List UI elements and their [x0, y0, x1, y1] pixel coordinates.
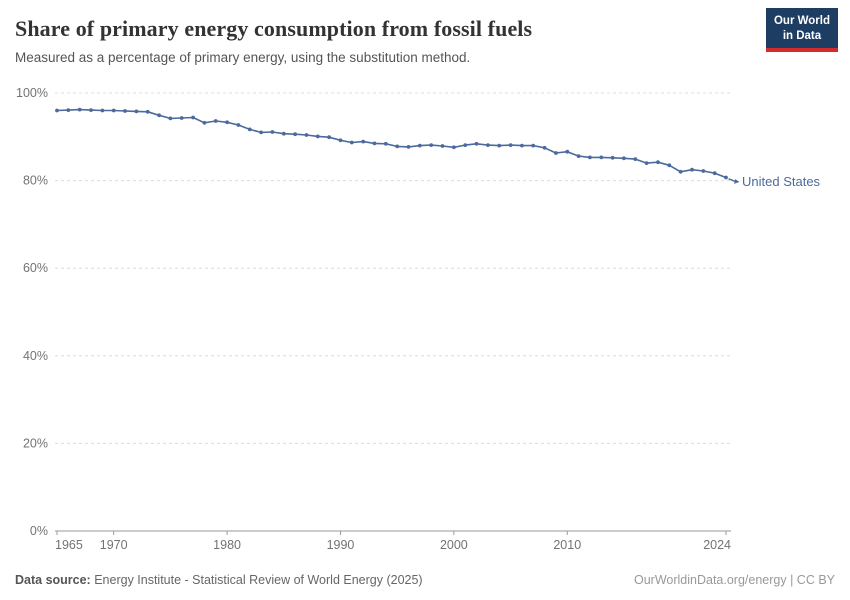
- data-point: [542, 145, 547, 150]
- data-point: [315, 134, 320, 139]
- data-point: [633, 157, 638, 161]
- data-point: [304, 133, 309, 137]
- data-point: [293, 132, 297, 137]
- data-point: [531, 143, 536, 148]
- data-point: [361, 139, 366, 144]
- y-tick-label: 60%: [23, 261, 48, 275]
- series-label[interactable]: United States: [742, 174, 821, 189]
- data-point: [327, 135, 331, 140]
- data-point: [576, 154, 581, 158]
- data-point: [724, 175, 728, 180]
- data-point: [236, 123, 241, 127]
- data-point: [610, 155, 615, 160]
- data-point: [338, 138, 343, 143]
- data-point: [588, 155, 592, 160]
- data-point: [89, 108, 93, 112]
- data-source-text: Energy Institute - Statistical Review of…: [90, 573, 423, 587]
- data-point: [406, 145, 411, 149]
- data-point: [247, 127, 252, 132]
- owid-url-license: OurWorldinData.org/energy | CC BY: [633, 573, 835, 587]
- data-point: [179, 116, 184, 120]
- data-point: [678, 169, 683, 174]
- x-tick-label: 1980: [213, 538, 241, 552]
- data-point: [622, 156, 626, 161]
- x-tick-label: 2000: [440, 538, 468, 552]
- data-point: [599, 155, 604, 160]
- data-point: [452, 145, 456, 150]
- x-tick-label: 1965: [55, 538, 83, 552]
- data-point: [667, 163, 672, 168]
- data-point: [508, 143, 513, 147]
- data-point: [712, 171, 717, 176]
- data-point: [134, 109, 139, 114]
- data-point: [157, 113, 162, 118]
- data-point: [565, 149, 570, 154]
- y-tick-label: 20%: [23, 436, 48, 450]
- data-source-label: Data source:: [15, 573, 91, 587]
- chart-header: Share of primary energy consumption from…: [0, 0, 850, 67]
- x-tick-label: 2010: [553, 538, 581, 552]
- data-point: [383, 141, 388, 146]
- data-point: [440, 144, 445, 148]
- data-point: [55, 108, 59, 113]
- data-point: [644, 161, 649, 165]
- data-point: [281, 131, 286, 136]
- series-line: [56, 108, 727, 179]
- data-point: [554, 151, 558, 155]
- data-point: [690, 167, 694, 172]
- owid-logo-line2: in Data: [782, 29, 822, 42]
- data-source-note: Data source: Energy Institute - Statisti…: [15, 573, 423, 587]
- data-point: [123, 109, 127, 113]
- owid-logo-line1: Our World: [773, 15, 830, 27]
- data-point: [100, 108, 105, 113]
- data-point: [225, 120, 230, 125]
- data-point: [372, 141, 377, 146]
- data-point: [701, 169, 706, 173]
- x-tick-label: 1990: [327, 538, 355, 552]
- data-point: [429, 143, 434, 147]
- data-point: [474, 141, 479, 146]
- data-point: [145, 109, 150, 114]
- data-point: [191, 115, 196, 120]
- y-tick-label: 40%: [23, 349, 48, 363]
- data-point: [349, 140, 354, 145]
- y-tick-label: 100%: [16, 86, 48, 100]
- data-point: [270, 130, 275, 134]
- data-point: [520, 143, 524, 148]
- data-point: [213, 119, 218, 123]
- data-point: [66, 108, 71, 112]
- data-point: [77, 107, 82, 112]
- chart-title: Share of primary energy consumption from…: [15, 16, 533, 41]
- data-point: [111, 108, 116, 113]
- data-point: [168, 116, 173, 121]
- label-connector: [728, 178, 736, 182]
- y-tick-label: 80%: [23, 174, 48, 188]
- chart-footer: Data source: Energy Institute - Statisti…: [15, 573, 835, 587]
- data-point: [202, 120, 207, 125]
- data-point: [417, 143, 422, 148]
- data-point: [463, 143, 468, 147]
- data-point: [486, 143, 490, 147]
- owid-logo[interactable]: Our World in Data: [765, 8, 838, 52]
- y-tick-label: 0%: [30, 524, 48, 538]
- x-tick-label: 2024: [703, 538, 731, 552]
- data-point: [259, 130, 263, 135]
- data-point: [656, 160, 660, 165]
- x-tick-label: 1970: [100, 538, 128, 552]
- chart-subtitle: Measured as a percentage of primary ener…: [15, 50, 471, 66]
- data-point: [395, 144, 400, 149]
- data-point: [497, 143, 502, 148]
- label-arrow-icon: [734, 179, 740, 184]
- line-chart: 0% 20% 40% 60% 80% 100% 1965 1970 1980 1990 2000 20…: [16, 86, 821, 552]
